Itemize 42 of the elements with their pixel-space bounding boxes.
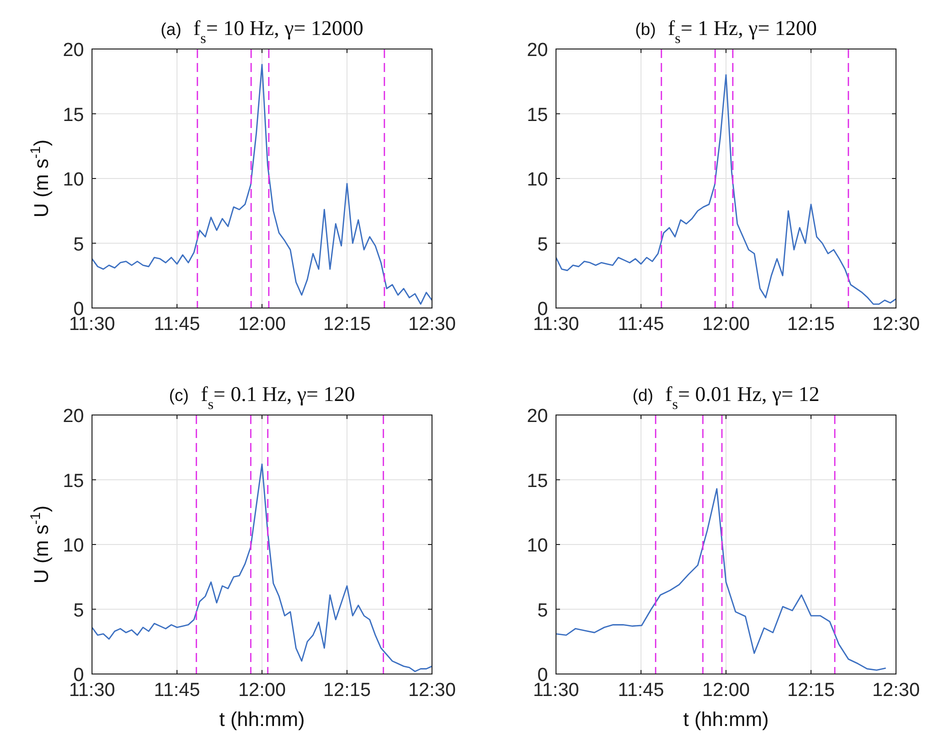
y-tick-label: 15: [526, 470, 548, 492]
x-tick-label: 12:00: [702, 680, 750, 701]
chart-title: (b) f$_{s}$= 1 Hz, γ= 1200: [635, 16, 817, 47]
x-tick-label: 12:30: [872, 314, 920, 335]
x-tick-label: 11:45: [618, 680, 664, 701]
y-tick-label: 5: [537, 234, 548, 256]
line-series: [91, 64, 433, 305]
line-series: [555, 488, 886, 671]
x-tick-label: 12:15: [787, 680, 835, 701]
x-tick-label: 12:15: [787, 314, 835, 335]
y-tick-label: 5: [537, 600, 548, 622]
x-tick-label: 12:30: [872, 680, 920, 701]
y-tick-label: 15: [62, 470, 84, 492]
y-tick-label: 20: [62, 406, 84, 427]
x-axis-title: t (hh:mm): [683, 709, 769, 731]
x-tick-label: 12:00: [238, 314, 286, 335]
x-tick-label: 12:00: [702, 314, 750, 335]
y-tick-label: 15: [526, 104, 548, 126]
line-series: [91, 464, 433, 672]
x-tick-label: 12:15: [323, 680, 371, 701]
y-tick-label: 15: [62, 104, 84, 126]
y-tick-label: 5: [73, 600, 84, 622]
y-tick-label: 20: [526, 406, 548, 427]
chart-title: (a) f$_{s}$= 10 Hz, γ= 12000: [160, 16, 364, 47]
y-tick-label: 10: [526, 170, 548, 190]
y-tick-label: 20: [62, 40, 84, 61]
chart-title: (c) f$_{s}$= 0.1 Hz, γ= 120: [169, 382, 355, 413]
y-tick-label: 10: [62, 170, 84, 190]
x-axis-title: t (hh:mm): [219, 709, 305, 731]
y-tick-label: 5: [73, 234, 84, 256]
x-tick-label: 11:45: [154, 314, 200, 335]
y-tick-label: 10: [62, 536, 84, 556]
y-tick-label: 10: [526, 536, 548, 556]
x-tick-label: 12:30: [408, 314, 456, 335]
x-tick-label: 12:00: [238, 680, 286, 701]
x-tick-label: 11:45: [154, 680, 200, 701]
x-tick-label: 12:30: [408, 680, 456, 701]
line-series: [555, 74, 897, 305]
x-tick-label: 11:45: [618, 314, 664, 335]
chart-title: (d) f$_{s}$= 0.01 Hz, γ= 12: [632, 382, 820, 413]
y-tick-label: 20: [526, 40, 548, 61]
x-tick-label: 12:15: [323, 314, 371, 335]
